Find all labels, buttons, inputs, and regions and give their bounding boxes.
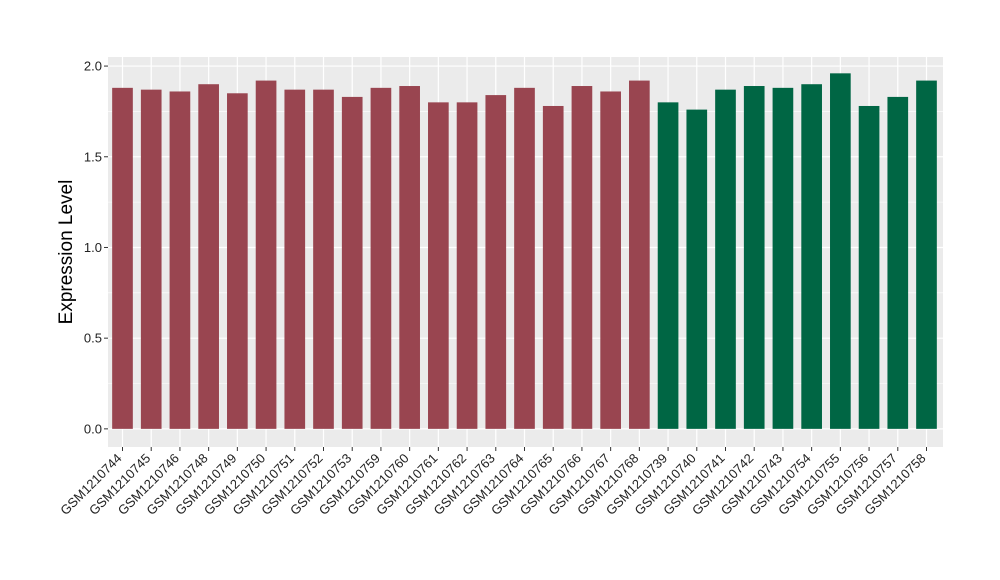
bar-GSM1210753 bbox=[341, 96, 363, 429]
bar-GSM1210746 bbox=[169, 91, 191, 429]
bar-GSM1210762 bbox=[456, 102, 478, 429]
bar-GSM1210740 bbox=[686, 109, 708, 429]
bar-GSM1210752 bbox=[313, 89, 334, 429]
bar-GSM1210765 bbox=[542, 105, 564, 429]
bar-GSM1210763 bbox=[485, 95, 507, 429]
bar-GSM1210757 bbox=[887, 96, 909, 429]
bar-GSM1210756 bbox=[858, 105, 880, 429]
bar-GSM1210761 bbox=[428, 102, 449, 429]
bar-GSM1210760 bbox=[399, 86, 420, 429]
bar-GSM1210766 bbox=[571, 86, 593, 429]
bar-GSM1210767 bbox=[600, 91, 621, 429]
bar-GSM1210743 bbox=[772, 87, 794, 429]
y-tick-label: 0.5 bbox=[84, 331, 102, 346]
bar-GSM1210750 bbox=[255, 80, 277, 429]
y-tick-label: 2.0 bbox=[84, 59, 102, 74]
bar-GSM1210768 bbox=[629, 80, 650, 429]
bar-GSM1210748 bbox=[198, 84, 219, 429]
bar-GSM1210749 bbox=[227, 93, 248, 429]
y-tick-label: 1.0 bbox=[84, 240, 102, 255]
bar-GSM1210742 bbox=[743, 86, 765, 429]
bar-GSM1210741 bbox=[715, 89, 736, 429]
bars bbox=[112, 73, 937, 429]
y-tick-label: 1.5 bbox=[84, 149, 102, 164]
y-axis-title: Expression Level bbox=[56, 180, 77, 325]
bar-GSM1210764 bbox=[514, 87, 535, 429]
bar-GSM1210754 bbox=[801, 84, 822, 429]
bar-GSM1210744 bbox=[112, 87, 133, 429]
bar-GSM1210751 bbox=[284, 89, 306, 429]
y-axis: 0.0 0.5 1.0 1.5 2.0 bbox=[84, 59, 108, 436]
y-tick-label: 0.0 bbox=[84, 421, 102, 436]
bar-GSM1210745 bbox=[140, 89, 162, 429]
bar-GSM1210739 bbox=[657, 102, 679, 429]
bar-GSM1210758 bbox=[916, 80, 937, 429]
x-axis: GSM1210744GSM1210745GSM1210746GSM1210748… bbox=[57, 447, 929, 518]
bar-GSM1210755 bbox=[830, 73, 851, 429]
bar-GSM1210759 bbox=[370, 87, 392, 429]
